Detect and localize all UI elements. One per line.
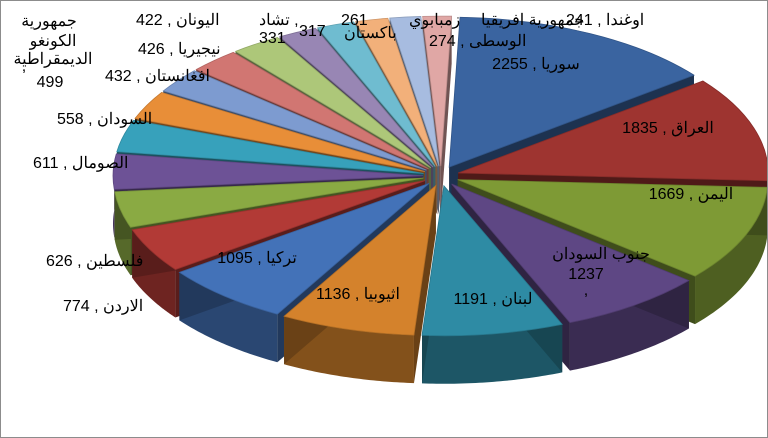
- label-turkey: تركيا , 1095: [217, 250, 297, 267]
- label-uganda: اوغندا , 241: [566, 12, 644, 29]
- pie-slice-19: [422, 15, 453, 167]
- pie-slice-12: [162, 70, 427, 171]
- label-sudan: السودان , 558: [57, 111, 152, 128]
- pie-slice-16: [316, 21, 436, 167]
- label-south-sudan-name: جنوب السودان: [552, 246, 650, 263]
- label-zimbabwe-value: 261: [341, 12, 368, 29]
- pie-slice-15: [278, 27, 434, 168]
- label-chad: تشاد ,: [259, 12, 299, 29]
- pie-wall-2: [695, 190, 767, 325]
- pie-slice-0: [448, 16, 695, 168]
- label-car-1: جمهورية افريقيا: [481, 12, 584, 29]
- label-lebanon: لبنان , 1191: [454, 291, 533, 308]
- label-afghanistan: افغانستان , 432: [105, 68, 210, 85]
- pie-wall-4: [422, 324, 563, 384]
- pie-slice-18: [389, 16, 440, 167]
- pie-face-19-1: [440, 16, 452, 215]
- label-pakistan: باكستان: [344, 25, 397, 42]
- pie-slice-17: [354, 17, 438, 167]
- label-iraq: العراق , 1835: [622, 120, 714, 137]
- pie-slice-10: [116, 119, 424, 174]
- label-chad-value: 331: [259, 30, 286, 47]
- label-syria: سوريا , 2255: [492, 56, 580, 73]
- label-greece: اليونان , 422: [136, 12, 220, 29]
- pie-slice-1: [458, 80, 767, 182]
- label-yemen: اليمن , 1669: [649, 186, 734, 203]
- label-drc-3: الديمقراطية: [14, 51, 93, 68]
- label-drc-4: ,: [22, 58, 26, 75]
- pie-slice-4: [421, 184, 563, 337]
- label-south-sudan-comma: ,: [584, 282, 588, 299]
- pie-slice-5: [283, 184, 437, 336]
- pie-slice-2: [457, 179, 767, 277]
- label-pakistan-value: 317: [299, 23, 326, 40]
- label-south-sudan-value: 1237: [568, 266, 604, 283]
- pie-slice-3: [451, 183, 690, 324]
- label-drc-1: جمهورية: [21, 13, 77, 30]
- label-zimbabwe: زمبابوي: [409, 12, 460, 29]
- label-nigeria: نيجيريا , 426: [138, 41, 221, 58]
- label-drc-value: 499: [37, 74, 64, 91]
- pie-slice-8: [114, 177, 424, 228]
- pie-slice-13: [195, 51, 429, 170]
- label-jordan: الاردن , 774: [63, 298, 143, 315]
- pie-tops: [112, 15, 767, 337]
- pie-slice-7: [131, 180, 426, 270]
- pie-slice-14: [234, 37, 432, 169]
- pie-slice-9: [112, 153, 424, 190]
- label-ethiopia: اثيوبيا , 1136: [316, 286, 400, 303]
- pie-slice-11: [134, 91, 425, 173]
- label-palestine: فلسطين , 626: [46, 253, 143, 270]
- label-car-2: الوسطى , 274: [429, 33, 527, 50]
- pie-slice-6: [178, 183, 430, 315]
- label-somalia: الصومال , 611: [33, 155, 128, 172]
- label-drc-2: الكونغو: [29, 33, 77, 50]
